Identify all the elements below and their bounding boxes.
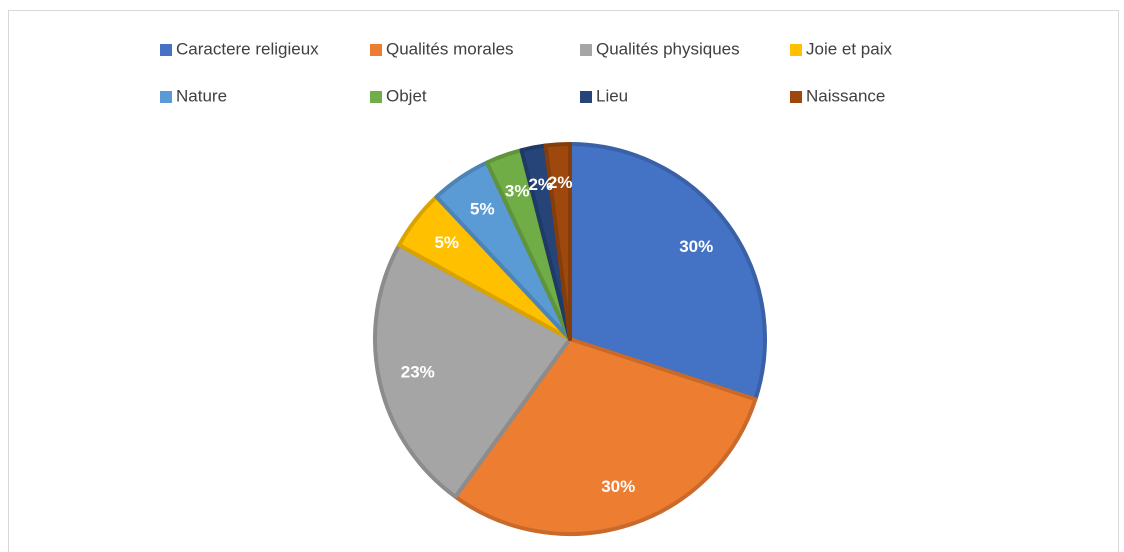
data-label: 30%	[679, 237, 713, 256]
legend-label: Naissance	[806, 86, 885, 105]
pie-slice	[543, 142, 572, 341]
legend-swatch	[790, 91, 802, 103]
legend-swatch	[580, 44, 592, 56]
legend-label: Objet	[386, 86, 427, 105]
data-label: 2%	[548, 173, 573, 192]
legend-swatch	[370, 91, 382, 103]
data-label: 2%	[528, 175, 553, 194]
legend-swatch	[370, 44, 382, 56]
legend-swatch	[160, 44, 172, 56]
pie-slice	[568, 142, 767, 402]
legend-label: Joie et paix	[806, 39, 892, 58]
chart-frame	[8, 10, 1119, 552]
legend-label: Lieu	[596, 86, 628, 105]
data-label: 30%	[601, 477, 635, 496]
data-label: 5%	[434, 233, 459, 252]
data-label: 3%	[505, 182, 530, 201]
legend-swatch	[160, 91, 172, 103]
data-label: 23%	[401, 363, 435, 382]
legend-swatch	[580, 91, 592, 103]
pie-slice	[453, 337, 758, 536]
legend-label: Caractere religieux	[176, 39, 319, 58]
legend-label: Qualités morales	[386, 39, 514, 58]
legend-label: Nature	[176, 86, 227, 105]
data-label: 5%	[470, 199, 495, 218]
legend-swatch	[790, 44, 802, 56]
legend-label: Qualités physiques	[596, 39, 740, 58]
pie-slice	[373, 243, 572, 499]
